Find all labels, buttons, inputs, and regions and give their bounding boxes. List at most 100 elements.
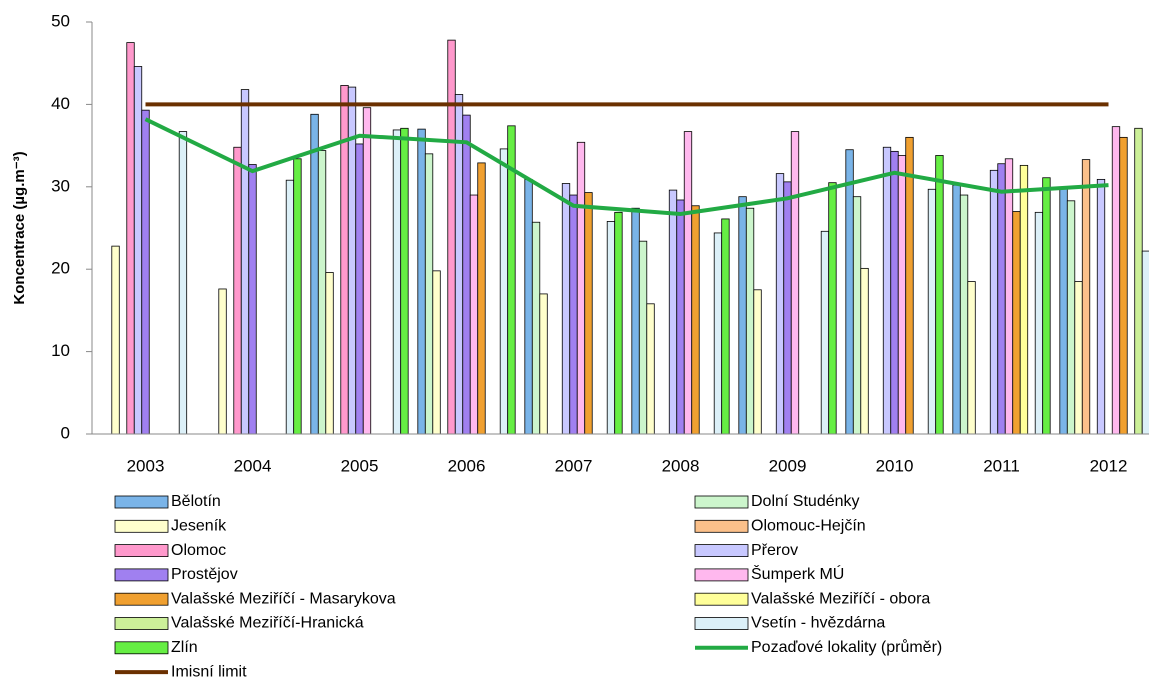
bar [1096,178,1106,435]
bar [713,232,723,435]
legend-label: Imisní limit [171,663,247,680]
bar [417,128,426,435]
legend-label: Šumperk MÚ [751,564,844,583]
bar [462,114,471,435]
bar [959,194,969,435]
bar [691,205,700,435]
y-axis-label: Koncentrace (µg.m⁻³) [11,151,28,304]
bar [133,66,143,435]
bar [469,194,479,435]
legend-swatch [114,495,169,509]
x-tick-label: 2008 [662,456,700,475]
bar [745,207,755,435]
legend-label: Bělotín [171,493,221,510]
bar [738,196,747,435]
bar [310,113,319,435]
legend-label: Vsetín - hvězdárna [751,615,885,632]
bar [1141,250,1149,435]
bar [721,218,730,435]
bar [890,150,899,435]
bar [820,230,830,435]
bar [1134,127,1143,435]
legend-label: Valašské Meziříčí - Masarykova [171,590,396,607]
bar [218,288,227,435]
bar [178,131,188,435]
bar [952,184,961,435]
bar [499,148,509,435]
bar [1004,158,1014,435]
legend-swatch [114,617,169,630]
x-tick-label: 2003 [127,456,165,475]
legend-label: Olomouc-Hejčín [751,518,866,535]
bar [631,207,640,435]
x-tick-label: 2012 [1090,456,1128,475]
bar [1074,281,1083,435]
bar [1066,200,1076,435]
bar [1042,177,1051,435]
y-tick-label: 40 [51,94,70,113]
bar [432,270,441,435]
bar [111,245,120,435]
bar [828,182,837,435]
y-tick-label: 10 [51,341,70,360]
legend-label: Jeseník [171,518,227,535]
legend-swatch [114,519,169,533]
legend-label: Pozaďové lokality (průměr) [751,638,942,656]
legend-label: Valašské Meziříčí-Hranická [171,615,364,632]
legend-label: Zlín [171,639,198,656]
bar [285,179,295,435]
bar [783,181,792,435]
bar [997,163,1006,435]
bar [676,199,685,435]
bar [524,178,533,435]
bar [882,146,892,435]
bar [126,42,135,435]
bar [1119,136,1128,435]
bar [477,162,486,435]
bar [424,153,434,435]
x-tick-label: 2009 [769,456,807,475]
bar [753,289,762,435]
legend-swatch [694,495,749,509]
bar [683,131,693,435]
bar [233,146,242,435]
y-tick-label: 50 [51,11,70,30]
y-tick-label: 0 [61,423,70,442]
bar [852,196,862,435]
y-tick-label: 20 [51,259,70,278]
bar [317,150,327,435]
bar [362,107,372,435]
legend-swatch [694,519,749,533]
bar [240,89,250,435]
bar [454,94,464,435]
bar [1012,211,1021,435]
bar [325,272,334,435]
x-tick-label: 2011 [983,456,1020,475]
bar [967,281,976,435]
bar [606,221,616,435]
legend-swatch [114,592,169,606]
legend-label: Prostějov [171,566,238,583]
bar [569,194,578,435]
bar [1034,211,1044,435]
bar [1059,188,1068,435]
y-tick-label: 30 [51,176,70,195]
bar [897,155,907,435]
bar [905,136,914,435]
x-tick-label: 2006 [448,456,486,475]
bar [989,169,999,435]
legend-label: Olomoc [171,542,226,559]
bar [293,158,302,435]
bar [668,189,678,435]
bar [1111,126,1121,435]
bar [935,155,944,435]
x-tick-label: 2007 [555,456,593,475]
bar [775,173,785,435]
bar [400,127,409,435]
legend-swatch [114,544,169,557]
legend-swatch [694,544,749,557]
legend-swatch [694,568,749,582]
x-tick-label: 2005 [341,456,379,475]
bar [790,131,800,435]
